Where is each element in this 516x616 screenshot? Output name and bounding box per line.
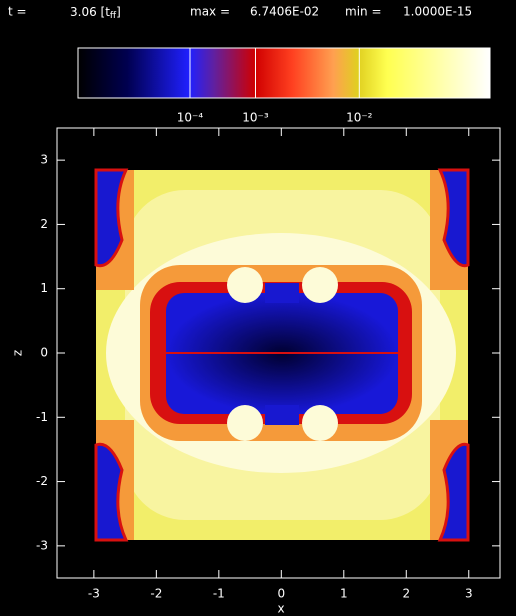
field-region [302,405,338,441]
colorbar [77,47,491,99]
x-tick-label: 2 [402,587,410,601]
x-tick-label: -1 [213,587,225,601]
y-tick-label: 2 [40,217,48,231]
time-value: 3.06 [tff] [70,5,121,21]
field-region [437,168,470,268]
x-tick-label: -3 [88,587,100,601]
field-region [227,267,263,303]
field-region [94,442,129,542]
x-axis-label: x [277,602,284,616]
field-region [265,405,299,425]
x-tick-label: 0 [277,587,285,601]
x-tick-label: -2 [150,587,162,601]
y-axis-label: z [11,350,25,356]
y-tick-label: -3 [36,538,48,552]
max-prefix: max = [190,5,230,19]
y-tick-label: -1 [36,410,48,424]
y-tick-label: -2 [36,474,48,488]
y-tick-label: 0 [40,346,48,360]
field-image [94,168,470,542]
y-tick-label: 3 [40,153,48,167]
x-tick-label: 1 [340,587,348,601]
colorbar-tick-label: 10⁻³ [242,111,269,125]
y-tick-label: 1 [40,281,48,295]
colorbar-tick-label: 10⁻² [346,111,373,125]
time-subscript: ff [110,11,117,21]
field-region [94,168,129,268]
field-region [302,267,338,303]
field-region [437,442,470,542]
x-tick-label: 3 [465,587,473,601]
time-part: ] [116,5,121,19]
colorbar-tick-label: 10⁻⁴ [177,111,204,125]
max-value: 6.7406E-02 [250,5,319,19]
field-region [227,405,263,441]
time-prefix: t = [8,5,27,19]
min-value: 1.0000E-15 [403,5,472,19]
min-prefix: min = [345,5,382,19]
field-region [265,283,299,303]
time-part: 3.06 [t [70,5,110,19]
